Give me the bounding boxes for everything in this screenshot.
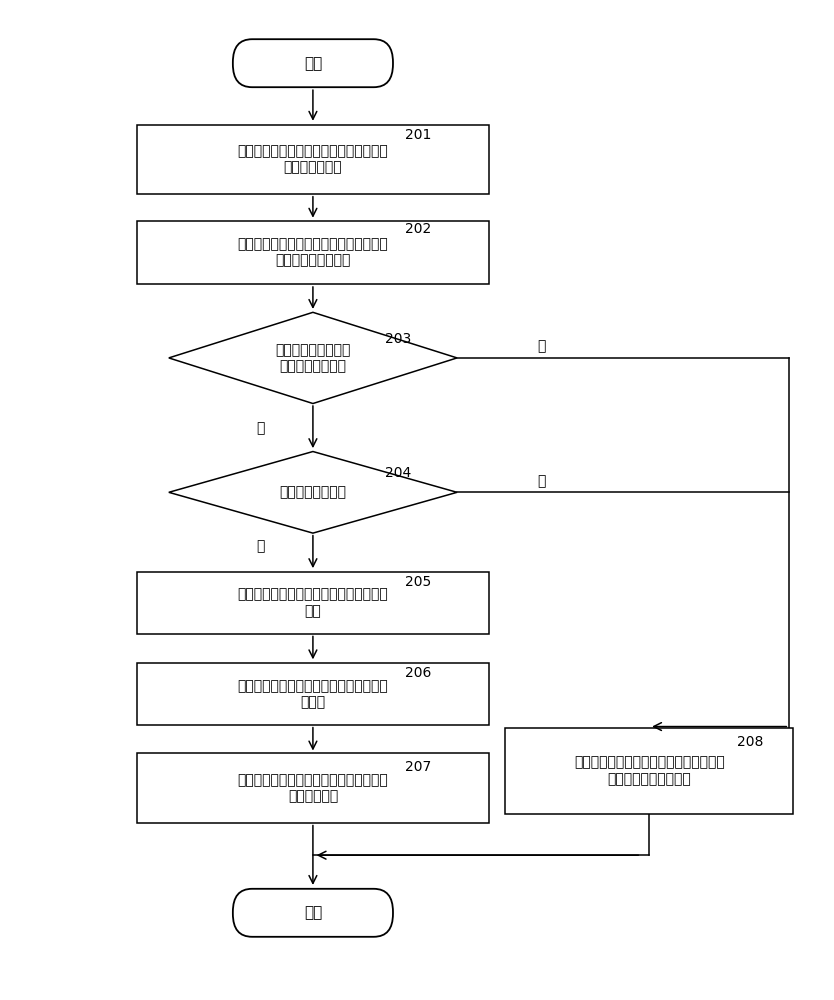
- Text: 否: 否: [537, 339, 545, 353]
- Text: 206: 206: [405, 666, 431, 680]
- Bar: [137, 125, 489, 194]
- Bar: [137, 221, 489, 284]
- FancyBboxPatch shape: [233, 889, 393, 937]
- Text: 204: 204: [385, 466, 411, 480]
- Text: 201: 201: [405, 128, 431, 142]
- Bar: [137, 753, 489, 823]
- Text: 通过该游戏所提供的接口，获取第二搜索
数据: 通过该游戏所提供的接口，获取第二搜索 数据: [238, 588, 389, 618]
- Text: 否: 否: [537, 474, 545, 488]
- Bar: [137, 663, 489, 725]
- Text: 结束: 结束: [304, 905, 322, 920]
- Text: 203: 203: [385, 332, 411, 346]
- Text: 将包含直达区的搜索结果发送给客户端浏
览器进行显示: 将包含直达区的搜索结果发送给客户端浏 览器进行显示: [238, 773, 389, 803]
- Text: 用户通过客户端中的浏览器输入身份信息
，登录社区网站: 用户通过客户端中的浏览器输入身份信息 ，登录社区网站: [238, 144, 389, 174]
- Text: 202: 202: [405, 222, 431, 236]
- Text: 用户在浏览器中打开社区网站的搜索引擎
界面，并输入关键字: 用户在浏览器中打开社区网站的搜索引擎 界面，并输入关键字: [238, 237, 389, 267]
- Text: 本地词库中是否存在
用户输入的关键字: 本地词库中是否存在 用户输入的关键字: [275, 343, 350, 373]
- Text: 是否开通了该游戏: 是否开通了该游戏: [279, 485, 346, 499]
- Polygon shape: [168, 452, 457, 533]
- Text: 是: 是: [257, 421, 265, 435]
- Text: 208: 208: [737, 735, 764, 749]
- Text: 开始: 开始: [304, 56, 322, 71]
- Text: 将第一搜索数据和第二搜索数据整合到直
达区中: 将第一搜索数据和第二搜索数据整合到直 达区中: [238, 679, 389, 709]
- Text: 是: 是: [257, 539, 265, 553]
- Bar: [137, 572, 489, 634]
- Polygon shape: [168, 312, 457, 404]
- Text: 207: 207: [405, 760, 431, 774]
- Bar: [505, 728, 793, 814]
- FancyBboxPatch shape: [233, 39, 393, 87]
- Text: 采用现有的搜索方式完成搜索，并向客户
端浏览器发送搜索结果: 采用现有的搜索方式完成搜索，并向客户 端浏览器发送搜索结果: [574, 756, 725, 786]
- Text: 205: 205: [405, 575, 431, 589]
